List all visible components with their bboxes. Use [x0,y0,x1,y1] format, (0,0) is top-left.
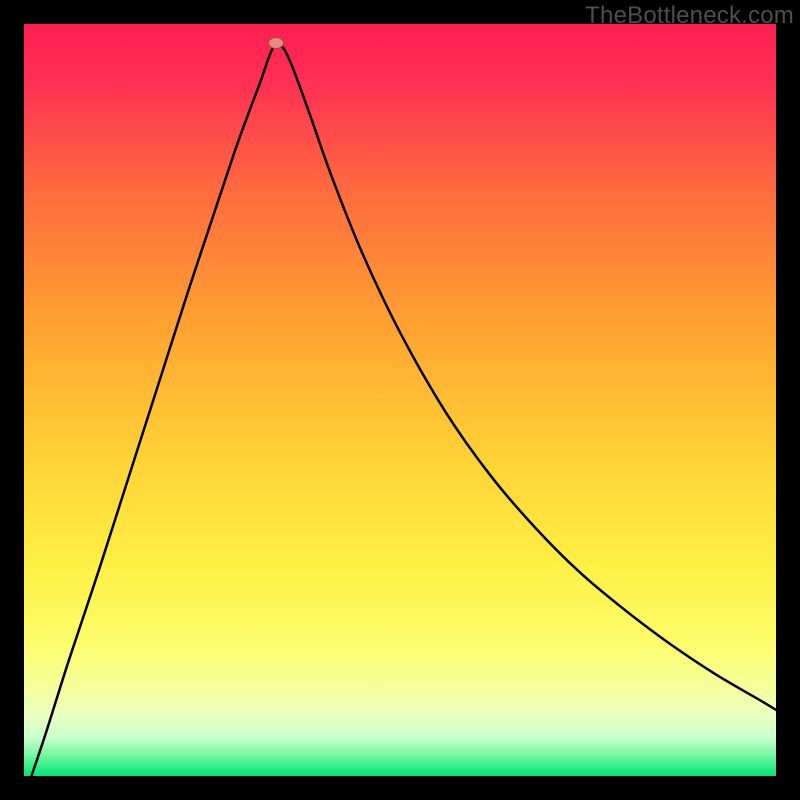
minimum-marker [268,37,284,49]
chart-canvas: TheBottleneck.com [0,0,800,800]
bottleneck-curve [24,24,776,776]
plot-area [24,24,776,776]
watermark-text: TheBottleneck.com [585,2,794,30]
